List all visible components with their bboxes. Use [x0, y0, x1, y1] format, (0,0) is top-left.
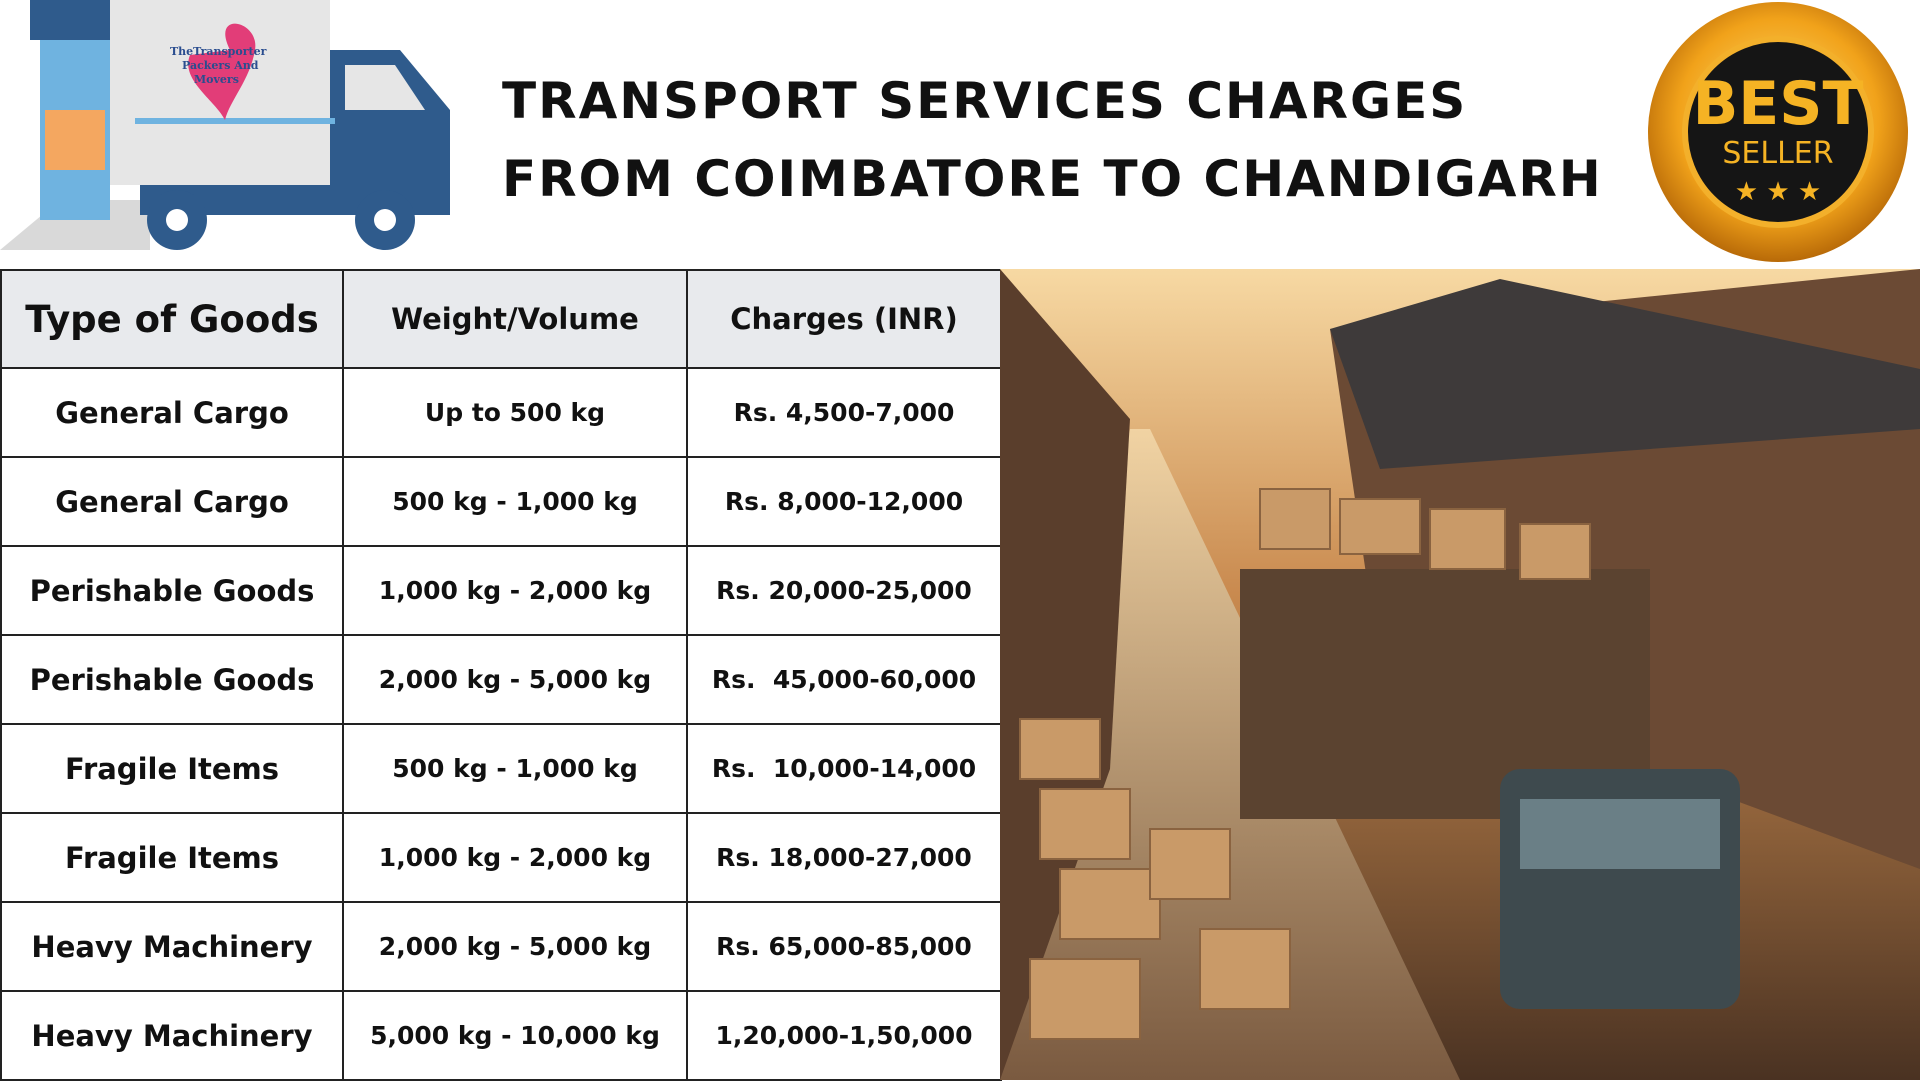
table-cell: Fragile Items [0, 812, 344, 903]
header-graphics: TheTransporter Packers And Movers BEST SEL… [0, 0, 1908, 262]
table-cell: 1,20,000-1,50,000 [686, 990, 1002, 1081]
badge-bottom: SELLER [1722, 136, 1833, 171]
table-row: Fragile Items 500 kg - 1,000 kg Rs. 10,000… [0, 723, 1002, 814]
table-cell: 5,000 kg - 10,000 kg [342, 990, 688, 1081]
table-row: Perishable Goods 2,000 kg - 5,000 kg Rs. 4… [0, 634, 1002, 725]
table-row: Heavy Machinery 5,000 kg - 10,000 kg 1,20,… [0, 990, 1002, 1081]
table-cell: 500 kg - 1,000 kg [342, 723, 688, 814]
table-cell: Heavy Machinery [0, 901, 344, 992]
table-cell: Fragile Items [0, 723, 344, 814]
logo-line: TheTransporter [170, 45, 267, 58]
table-row: General Cargo 500 kg - 1,000 kg Rs. 8,000-… [0, 456, 1002, 547]
column-header: Type of Goods [0, 269, 344, 369]
charges-table: Type of Goods Weight/Volume Charges (INR) G… [0, 269, 1002, 1081]
table-cell: Perishable Goods [0, 634, 344, 725]
table-cell: 500 kg - 1,000 kg [342, 456, 688, 547]
table-row: Fragile Items 1,000 kg - 2,000 kg Rs. 18,0… [0, 812, 1002, 903]
table-cell: Heavy Machinery [0, 990, 344, 1081]
table-cell: Rs. 10,000-14,000 [686, 723, 1002, 814]
table-cell: Rs. 20,000-25,000 [686, 545, 1002, 636]
logo-line: Movers [194, 73, 239, 86]
column-header: Weight/Volume [342, 269, 688, 369]
table-cell: Rs. 4,500-7,000 [686, 367, 1002, 458]
column-header: Charges (INR) [686, 269, 1002, 369]
title-line: FROM COIMBATORE TO CHANDIGARH [502, 150, 1603, 208]
table-cell: 2,000 kg - 5,000 kg [342, 634, 688, 725]
table-cell: Rs. 45,000-60,000 [686, 634, 1002, 725]
logo-text: TheTransporter Packers And Movers [170, 45, 267, 86]
table-cell: General Cargo [0, 367, 344, 458]
table-cell: Rs. 8,000-12,000 [686, 456, 1002, 547]
best-seller-badge: BEST SELLER ★ ★ ★ [1648, 2, 1908, 262]
logo-line: Packers And [182, 59, 259, 72]
table-row: Perishable Goods 1,000 kg - 2,000 kg Rs. 2… [0, 545, 1002, 636]
truck-illustration: TheTransporter Packers And Movers [0, 0, 450, 250]
table-cell: Up to 500 kg [342, 367, 688, 458]
table-cell: Rs. 65,000-85,000 [686, 901, 1002, 992]
table-cell: Perishable Goods [0, 545, 344, 636]
table-cell: Rs. 18,000-27,000 [686, 812, 1002, 903]
title-line: TRANSPORT SERVICES CHARGES [502, 72, 1468, 130]
badge-top: BEST [1693, 69, 1864, 139]
header-row: Type of Goods Weight/Volume Charges (INR) [0, 269, 1002, 369]
table-cell: 1,000 kg - 2,000 kg [342, 812, 688, 903]
photo [1000, 269, 1920, 1080]
table-cell: General Cargo [0, 456, 344, 547]
badge-stars: ★ ★ ★ [1735, 177, 1821, 207]
table-row: General Cargo Up to 500 kg Rs. 4,500-7,000 [0, 367, 1002, 458]
table-cell: 1,000 kg - 2,000 kg [342, 545, 688, 636]
table-cell: 2,000 kg - 5,000 kg [342, 901, 688, 992]
table-row: Heavy Machinery 2,000 kg - 5,000 kg Rs. 65… [0, 901, 1002, 992]
title: TRANSPORT SERVICES CHARGES FROM COIMBATOR… [502, 62, 1603, 218]
